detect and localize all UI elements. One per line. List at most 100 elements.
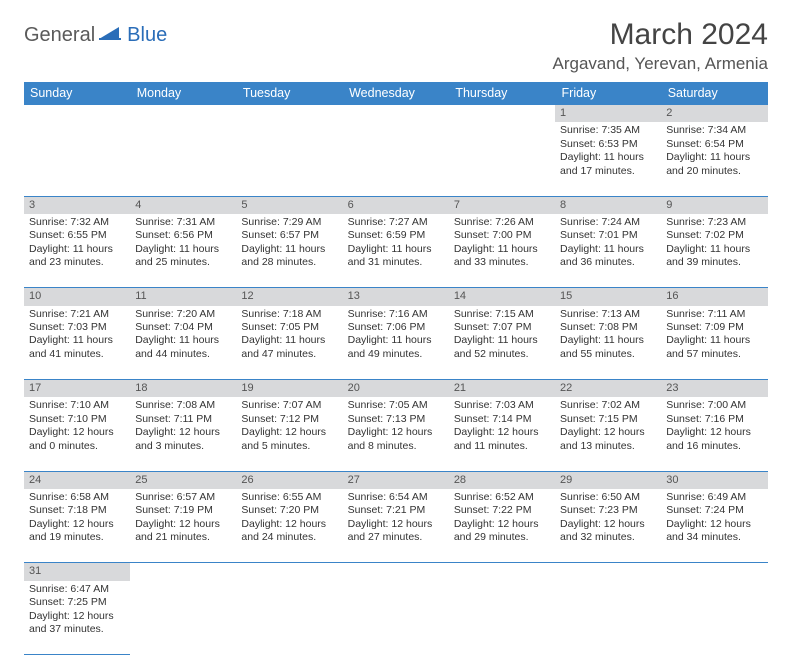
day-number: 26 (236, 471, 342, 489)
daylight-line: Daylight: 12 hours (454, 518, 550, 531)
day-cell: Sunrise: 6:49 AMSunset: 7:24 PMDaylight:… (661, 489, 767, 563)
daylight-line2: and 16 minutes. (666, 440, 762, 453)
logo-text-blue: Blue (127, 24, 167, 47)
sunrise-line: Sunrise: 7:15 AM (454, 308, 550, 321)
day-number (555, 563, 661, 581)
daylight-line: Daylight: 12 hours (560, 518, 656, 531)
day-number: 17 (24, 380, 130, 398)
daylight-line2: and 47 minutes. (241, 348, 337, 361)
sunrise-line: Sunrise: 6:49 AM (666, 491, 762, 504)
daylight-line2: and 3 minutes. (135, 440, 231, 453)
day-number-row: 24252627282930 (24, 471, 768, 489)
logo: General Blue (24, 24, 167, 47)
daylight-line: Daylight: 11 hours (560, 334, 656, 347)
daylight-line2: and 33 minutes. (454, 256, 550, 269)
day-number: 30 (661, 471, 767, 489)
title-block: March 2024 Argavand, Yerevan, Armenia (553, 18, 768, 74)
day-number (130, 105, 236, 123)
day-number-row: 31 (24, 563, 768, 581)
sunrise-line: Sunrise: 7:32 AM (29, 216, 125, 229)
weekday-header: Sunday (24, 82, 130, 105)
day-cell: Sunrise: 7:03 AMSunset: 7:14 PMDaylight:… (449, 397, 555, 471)
sunrise-line: Sunrise: 7:26 AM (454, 216, 550, 229)
sunset-line: Sunset: 7:06 PM (348, 321, 444, 334)
daylight-line: Daylight: 12 hours (135, 426, 231, 439)
day-number: 8 (555, 196, 661, 214)
day-number: 5 (236, 196, 342, 214)
day-content-row: Sunrise: 6:58 AMSunset: 7:18 PMDaylight:… (24, 489, 768, 563)
day-number: 22 (555, 380, 661, 398)
daylight-line: Daylight: 12 hours (560, 426, 656, 439)
sunset-line: Sunset: 6:54 PM (666, 138, 762, 151)
sunset-line: Sunset: 7:11 PM (135, 413, 231, 426)
sunrise-line: Sunrise: 6:55 AM (241, 491, 337, 504)
sunrise-line: Sunrise: 6:47 AM (29, 583, 125, 596)
month-title: March 2024 (553, 18, 768, 52)
day-content-row: Sunrise: 7:21 AMSunset: 7:03 PMDaylight:… (24, 306, 768, 380)
day-cell: Sunrise: 7:08 AMSunset: 7:11 PMDaylight:… (130, 397, 236, 471)
day-content-row: Sunrise: 7:35 AMSunset: 6:53 PMDaylight:… (24, 122, 768, 196)
sunrise-line: Sunrise: 7:10 AM (29, 399, 125, 412)
sunrise-line: Sunrise: 7:35 AM (560, 124, 656, 137)
sunset-line: Sunset: 7:00 PM (454, 229, 550, 242)
sunrise-line: Sunrise: 6:52 AM (454, 491, 550, 504)
day-cell: Sunrise: 7:29 AMSunset: 6:57 PMDaylight:… (236, 214, 342, 288)
day-number: 11 (130, 288, 236, 306)
day-number (24, 105, 130, 123)
day-cell: Sunrise: 6:52 AMSunset: 7:22 PMDaylight:… (449, 489, 555, 563)
day-number: 1 (555, 105, 661, 123)
sunrise-line: Sunrise: 7:11 AM (666, 308, 762, 321)
day-cell: Sunrise: 6:55 AMSunset: 7:20 PMDaylight:… (236, 489, 342, 563)
sunrise-line: Sunrise: 7:00 AM (666, 399, 762, 412)
weekday-header: Tuesday (236, 82, 342, 105)
day-number: 20 (343, 380, 449, 398)
daylight-line2: and 29 minutes. (454, 531, 550, 544)
daylight-line2: and 25 minutes. (135, 256, 231, 269)
sunset-line: Sunset: 7:05 PM (241, 321, 337, 334)
day-cell: Sunrise: 6:54 AMSunset: 7:21 PMDaylight:… (343, 489, 449, 563)
day-cell: Sunrise: 7:00 AMSunset: 7:16 PMDaylight:… (661, 397, 767, 471)
day-number (130, 563, 236, 581)
day-cell: Sunrise: 7:07 AMSunset: 7:12 PMDaylight:… (236, 397, 342, 471)
daylight-line: Daylight: 11 hours (666, 243, 762, 256)
day-number-row: 10111213141516 (24, 288, 768, 306)
sunrise-line: Sunrise: 7:13 AM (560, 308, 656, 321)
day-number (236, 563, 342, 581)
daylight-line: Daylight: 12 hours (348, 518, 444, 531)
day-number-row: 12 (24, 105, 768, 123)
day-cell (555, 581, 661, 655)
sunset-line: Sunset: 7:20 PM (241, 504, 337, 517)
daylight-line2: and 17 minutes. (560, 165, 656, 178)
day-number (449, 563, 555, 581)
sunrise-line: Sunrise: 7:02 AM (560, 399, 656, 412)
day-cell: Sunrise: 7:34 AMSunset: 6:54 PMDaylight:… (661, 122, 767, 196)
day-cell: Sunrise: 6:47 AMSunset: 7:25 PMDaylight:… (24, 581, 130, 655)
sunset-line: Sunset: 7:04 PM (135, 321, 231, 334)
sunrise-line: Sunrise: 7:31 AM (135, 216, 231, 229)
day-cell: Sunrise: 7:23 AMSunset: 7:02 PMDaylight:… (661, 214, 767, 288)
day-number (661, 563, 767, 581)
daylight-line2: and 34 minutes. (666, 531, 762, 544)
day-cell: Sunrise: 7:21 AMSunset: 7:03 PMDaylight:… (24, 306, 130, 380)
daylight-line2: and 37 minutes. (29, 623, 125, 636)
day-cell: Sunrise: 7:26 AMSunset: 7:00 PMDaylight:… (449, 214, 555, 288)
sunset-line: Sunset: 6:56 PM (135, 229, 231, 242)
sunset-line: Sunset: 7:15 PM (560, 413, 656, 426)
sunset-line: Sunset: 6:55 PM (29, 229, 125, 242)
daylight-line2: and 19 minutes. (29, 531, 125, 544)
daylight-line2: and 32 minutes. (560, 531, 656, 544)
day-cell (236, 581, 342, 655)
day-number: 19 (236, 380, 342, 398)
daylight-line2: and 23 minutes. (29, 256, 125, 269)
daylight-line2: and 0 minutes. (29, 440, 125, 453)
daylight-line: Daylight: 12 hours (135, 518, 231, 531)
sunset-line: Sunset: 7:13 PM (348, 413, 444, 426)
day-number: 7 (449, 196, 555, 214)
sunset-line: Sunset: 7:14 PM (454, 413, 550, 426)
day-number: 3 (24, 196, 130, 214)
sunset-line: Sunset: 6:53 PM (560, 138, 656, 151)
daylight-line: Daylight: 11 hours (560, 151, 656, 164)
daylight-line: Daylight: 11 hours (454, 334, 550, 347)
sunrise-line: Sunrise: 6:57 AM (135, 491, 231, 504)
day-cell: Sunrise: 7:27 AMSunset: 6:59 PMDaylight:… (343, 214, 449, 288)
